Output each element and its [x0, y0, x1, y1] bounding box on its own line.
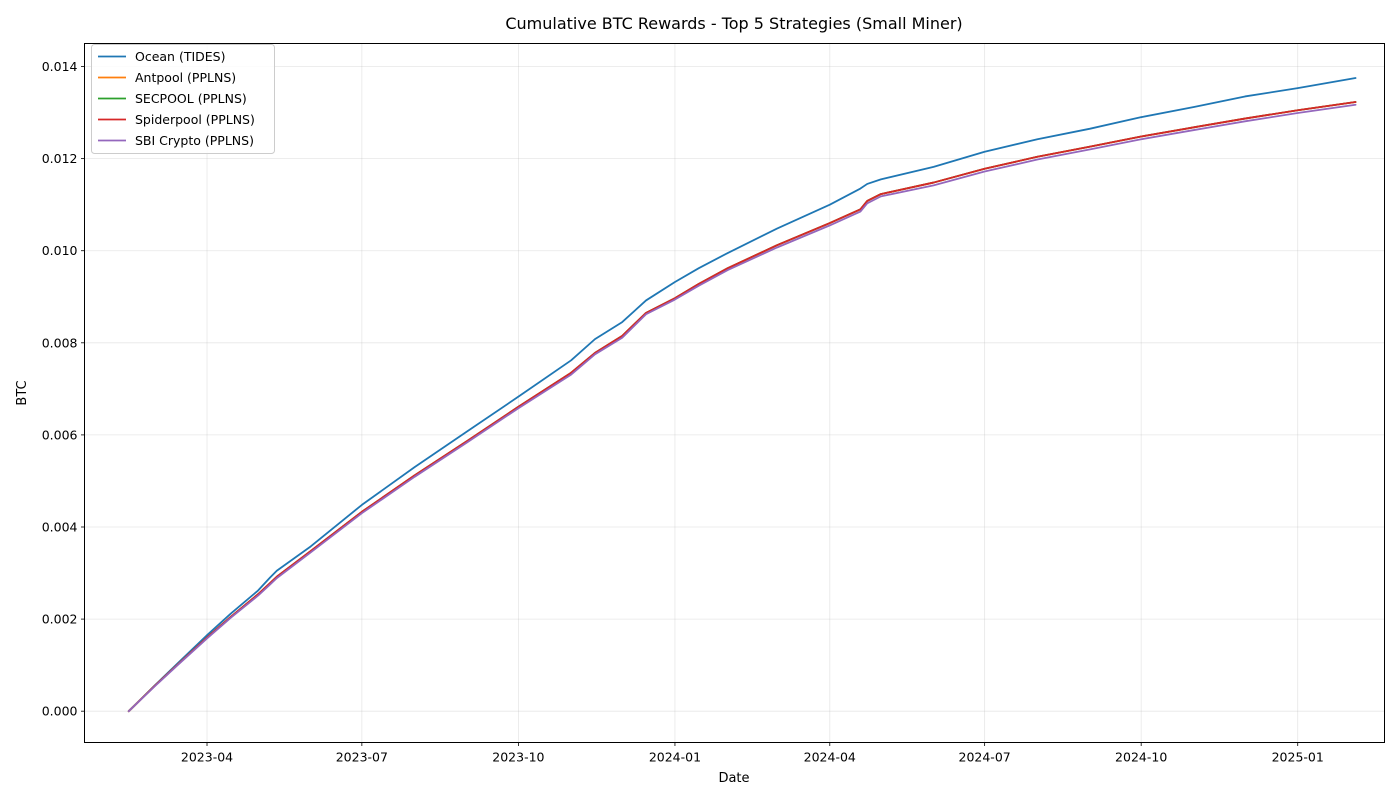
legend-label: SECPOOL (PPLNS)	[135, 91, 247, 106]
y-tick-label: 0.002	[42, 612, 78, 627]
x-tick-label: 2024-04	[804, 750, 856, 765]
legend-box	[91, 44, 275, 154]
series-line-4	[127, 103, 1357, 713]
series-line-3	[127, 101, 1357, 713]
plot-area-frame	[84, 43, 1385, 743]
y-tick-label: 0.012	[42, 151, 78, 166]
legend: Ocean (TIDES) Antpool (PPLNS) SECPOOL (PPL…	[91, 44, 275, 154]
y-tick-label: 0.010	[42, 243, 78, 258]
legend-label: SBI Crypto (PPLNS)	[135, 133, 254, 148]
series-line-0	[127, 77, 1357, 713]
x-axis-label: Date	[718, 771, 749, 786]
x-axis-ticks: 2023-04 2023-07 2023-10 2024-01 2024-04 2024-…	[181, 742, 1324, 765]
chart-title: Cumulative BTC Rewards - Top 5 Strategie…	[505, 14, 962, 33]
x-tick-label: 2024-10	[1115, 750, 1167, 765]
x-tick-label: 2023-07	[336, 750, 388, 765]
x-tick-label: 2023-10	[492, 750, 544, 765]
x-tick-label: 2025-01	[1272, 750, 1324, 765]
y-axis-label: BTC	[15, 380, 30, 405]
y-tick-label: 0.014	[42, 59, 78, 74]
y-tick-label: 0.006	[42, 427, 78, 442]
x-tick-label: 2024-07	[959, 750, 1011, 765]
x-tick-label: 2024-01	[649, 750, 701, 765]
grid	[84, 43, 1385, 743]
legend-label: Spiderpool (PPLNS)	[135, 112, 255, 127]
series-lines	[127, 77, 1357, 713]
legend-label: Antpool (PPLNS)	[135, 70, 236, 85]
y-tick-label: 0.004	[42, 519, 78, 534]
x-tick-label: 2023-04	[181, 750, 233, 765]
legend-label: Ocean (TIDES)	[135, 49, 226, 64]
y-tick-label: 0.000	[42, 704, 78, 719]
y-axis-ticks: 0.000 0.002 0.004 0.006 0.008 0.010 0.012 0.014	[42, 59, 85, 719]
y-tick-label: 0.008	[42, 335, 78, 350]
